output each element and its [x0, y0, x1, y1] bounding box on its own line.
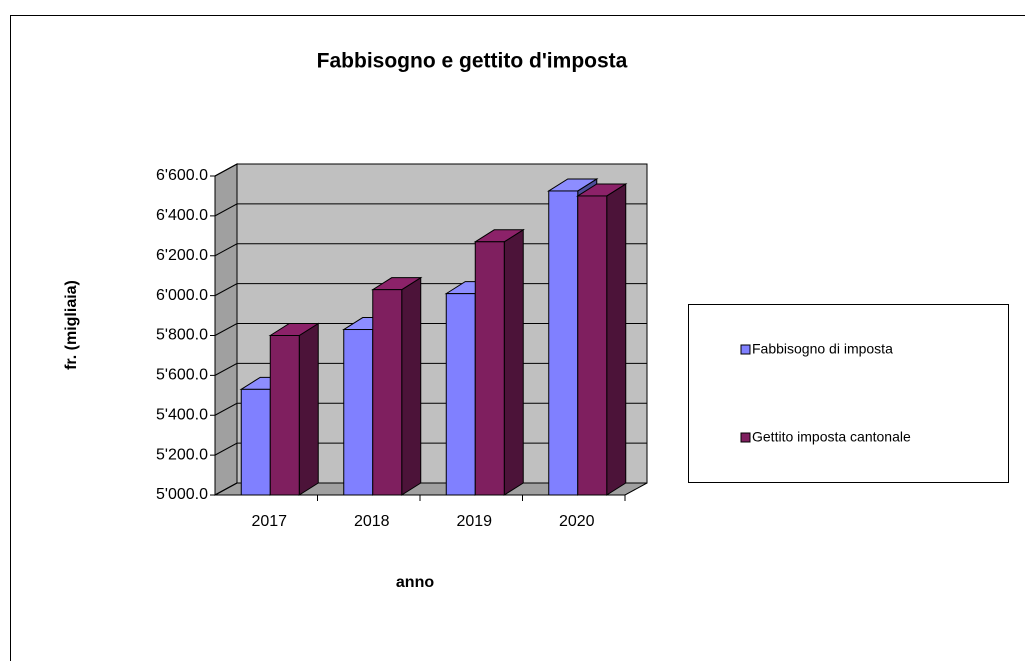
bar — [577, 195, 608, 496]
grid-line — [214, 203, 647, 217]
bar-side — [606, 183, 627, 496]
bar-side — [298, 322, 319, 496]
y-axis-title: fr. (migliaia) — [63, 280, 80, 370]
grid-line — [214, 163, 647, 177]
chart-title: Fabbisogno e gettito d'imposta — [317, 50, 628, 73]
legend-swatch — [740, 432, 751, 443]
legend-box — [688, 304, 1009, 483]
y-tick-label: 5'000.0 — [156, 486, 208, 503]
y-tick-label: 6'200.0 — [156, 247, 208, 264]
bar-side — [503, 228, 524, 496]
bar — [240, 388, 271, 496]
bar-side — [401, 276, 422, 496]
y-tick-label: 5'600.0 — [156, 367, 208, 384]
x-tick-label: 2017 — [251, 513, 287, 530]
x-tick-label: 2018 — [354, 513, 390, 530]
y-tick-label: 6'000.0 — [156, 287, 208, 304]
bar — [343, 329, 374, 496]
bar — [548, 190, 579, 496]
bar — [474, 241, 505, 496]
x-tick-label: 2019 — [456, 513, 492, 530]
bar — [372, 289, 403, 496]
y-tick-label: 6'600.0 — [156, 167, 208, 184]
y-tick-label: 5'200.0 — [156, 446, 208, 463]
frame — [10, 15, 1025, 661]
bar — [269, 335, 300, 496]
y-tick-label: 6'400.0 — [156, 207, 208, 224]
bar — [445, 293, 476, 496]
y-tick-label: 5'400.0 — [156, 406, 208, 423]
legend-label: Gettito imposta cantonale — [752, 429, 911, 445]
x-tick-label: 2020 — [559, 513, 595, 530]
legend-label: Fabbisogno di imposta — [752, 341, 893, 357]
y-tick-label: 5'800.0 — [156, 327, 208, 344]
x-axis-title: anno — [396, 574, 434, 591]
legend-swatch — [740, 344, 751, 355]
